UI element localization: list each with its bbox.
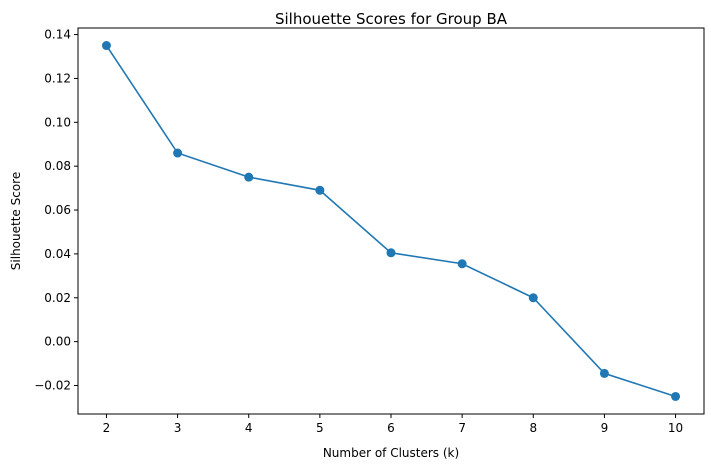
data-point: [671, 391, 681, 401]
y-tick-label: 0.08: [44, 159, 71, 173]
x-axis: 2 3 4 5 6 7 8 9 10: [103, 414, 683, 435]
data-point: [315, 185, 325, 195]
x-tick-label: 5: [316, 421, 324, 435]
plot-area: [77, 27, 705, 415]
data-point: [101, 41, 111, 51]
x-tick-label: 3: [174, 421, 182, 435]
x-tick-label: 10: [668, 421, 683, 435]
y-axis: −0.02 0.00 0.02 0.04 0.06 0.08 0.10 0.12 0.14: [34, 28, 78, 392]
data-point: [244, 172, 254, 182]
x-tick-label: 9: [601, 421, 609, 435]
data-point: [386, 248, 396, 258]
y-tick-label: 0.04: [44, 247, 71, 261]
series-group: [101, 41, 681, 401]
x-axis-label: Number of Clusters (k): [323, 446, 459, 460]
y-tick-label: 0.00: [44, 335, 71, 349]
data-point: [599, 368, 609, 378]
y-axis-label: Silhouette Score: [9, 172, 23, 270]
data-point: [528, 293, 538, 303]
data-point: [173, 148, 183, 158]
y-tick-label: 0.06: [44, 203, 71, 217]
chart-title: Silhouette Scores for Group BA: [275, 10, 508, 28]
x-tick-label: 2: [103, 421, 111, 435]
x-tick-label: 8: [529, 421, 537, 435]
x-tick-label: 7: [458, 421, 466, 435]
y-tick-label: 0.02: [44, 291, 71, 305]
data-point: [457, 259, 467, 269]
y-tick-label: 0.12: [44, 71, 71, 85]
y-tick-label: 0.10: [44, 115, 71, 129]
x-tick-label: 4: [245, 421, 253, 435]
y-tick-label: −0.02: [34, 378, 71, 392]
y-tick-label: 0.14: [44, 28, 71, 42]
x-tick-label: 6: [387, 421, 395, 435]
